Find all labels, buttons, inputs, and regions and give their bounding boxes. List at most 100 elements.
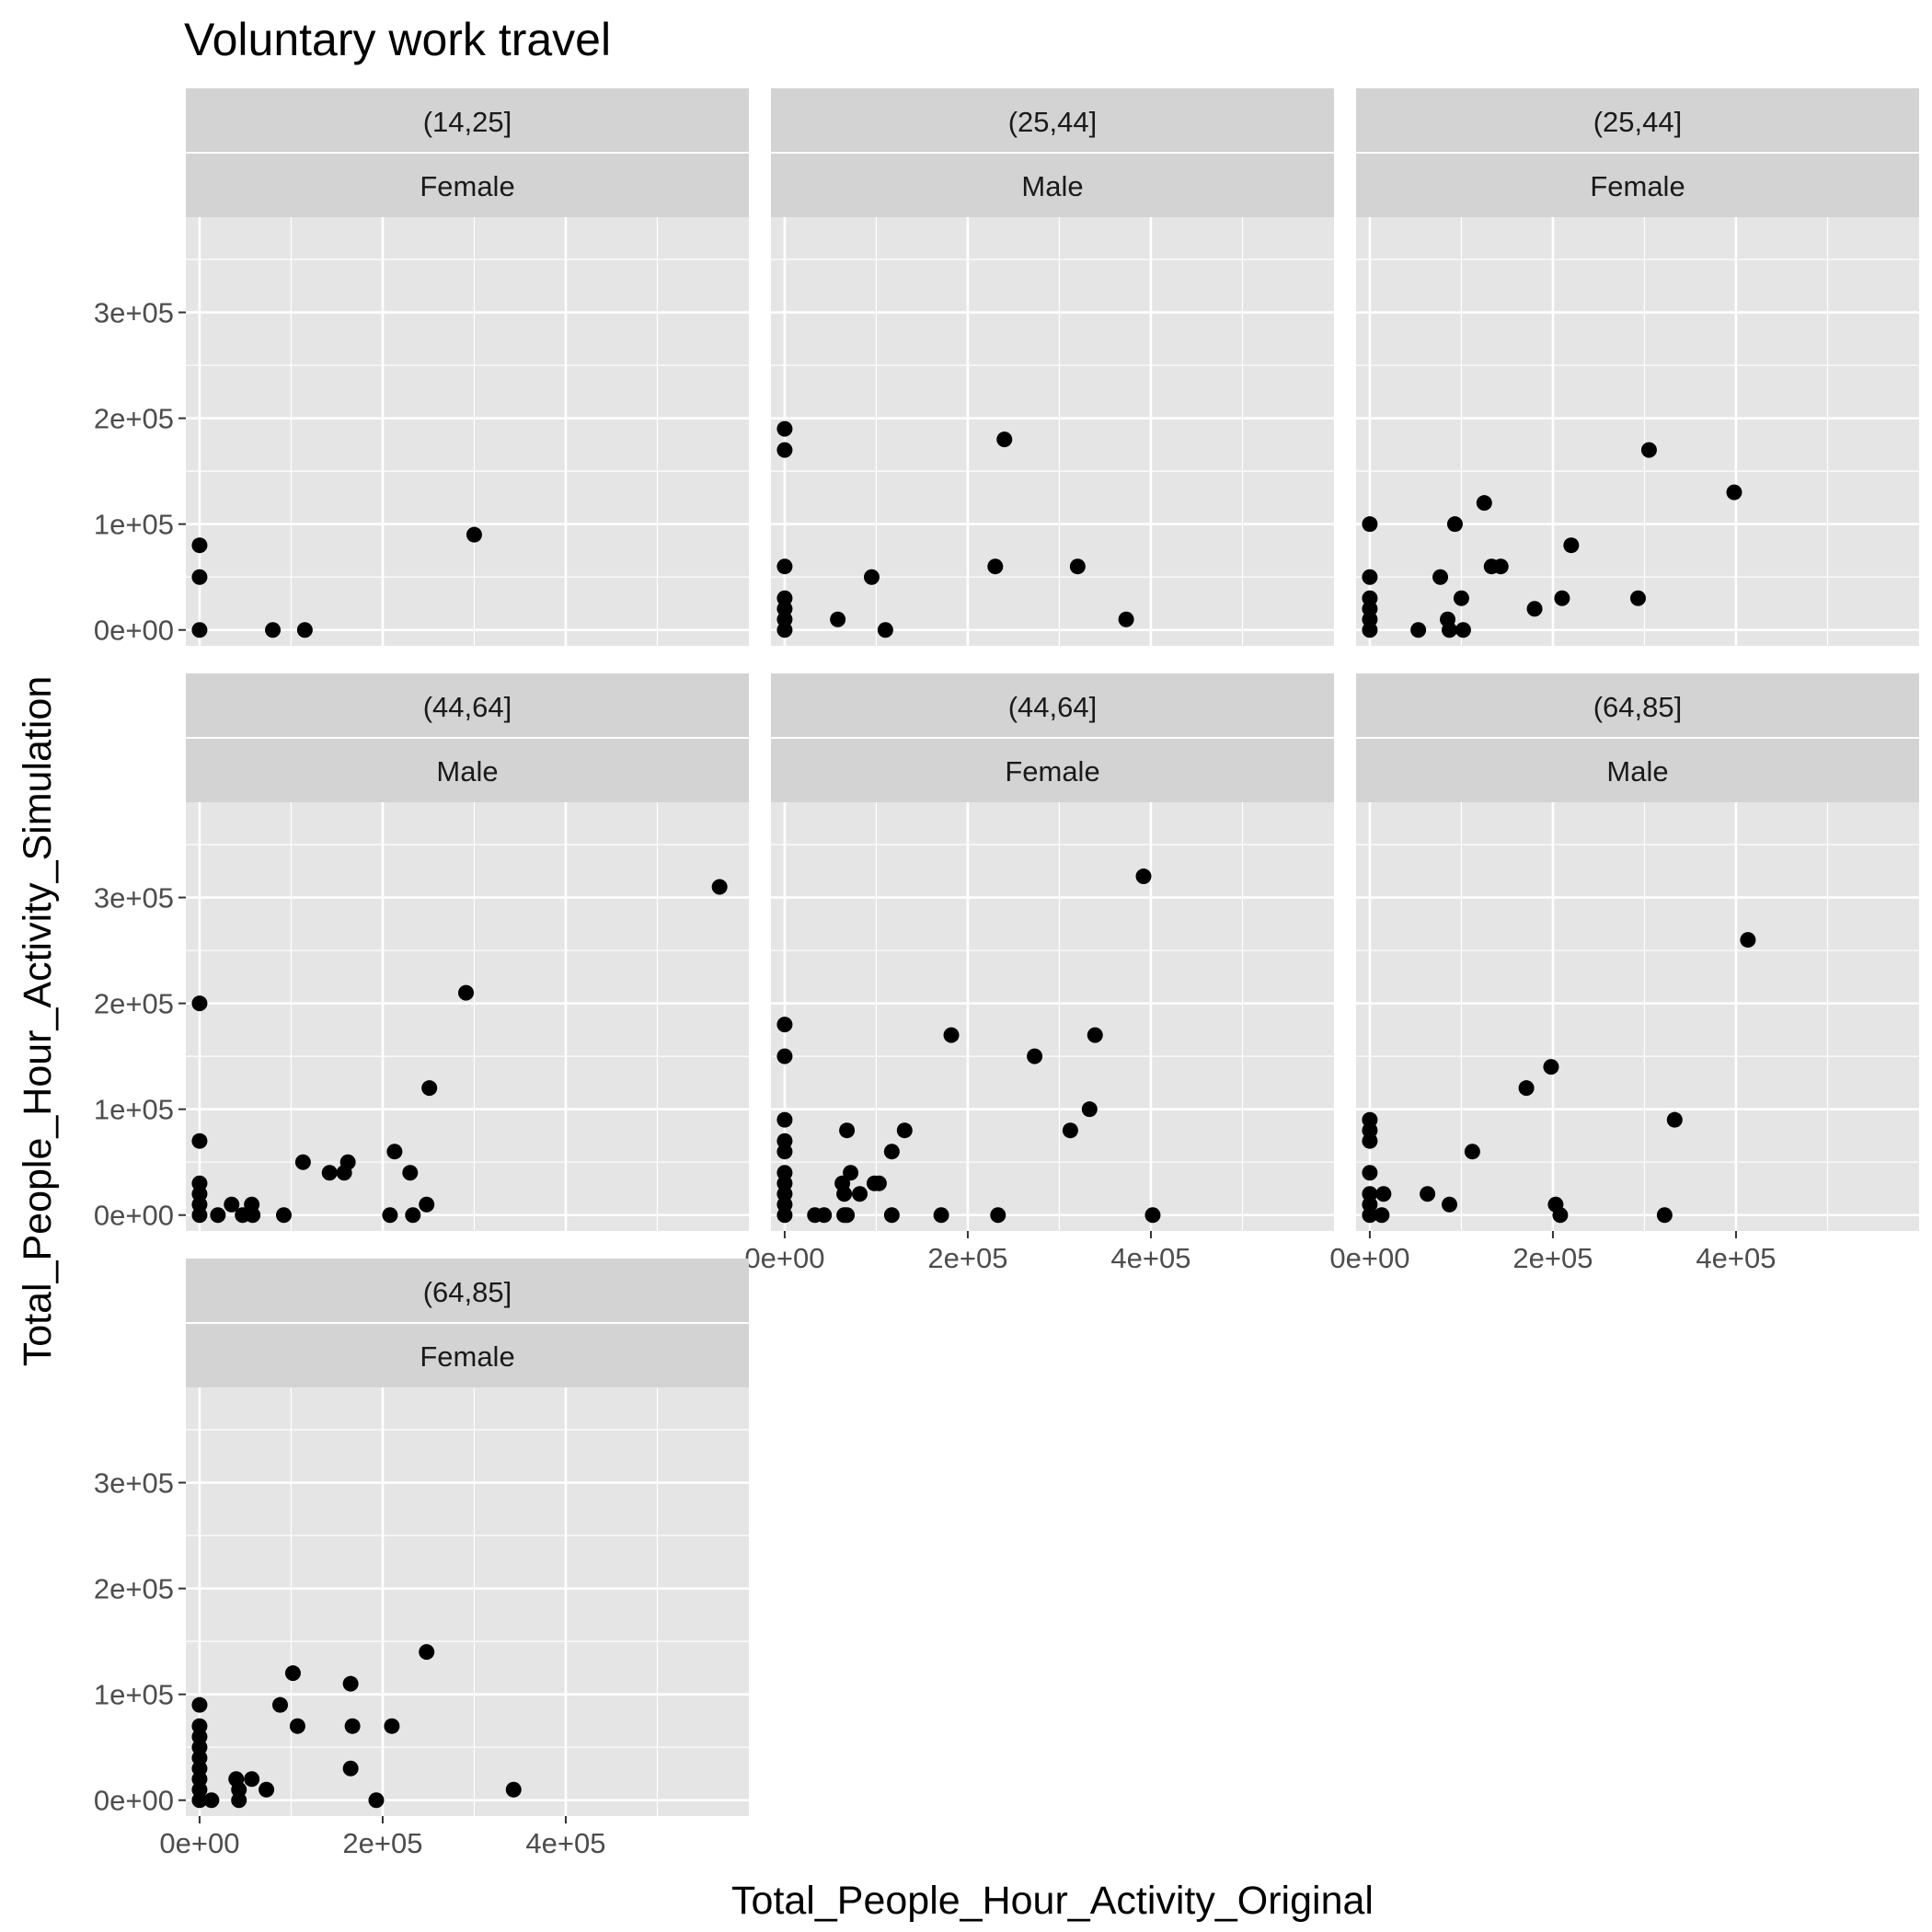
x-tick-label: 2e+05 xyxy=(927,1242,1007,1274)
data-point xyxy=(275,1207,292,1224)
data-point xyxy=(1118,611,1134,627)
data-point xyxy=(203,1792,220,1809)
data-point xyxy=(284,1665,301,1682)
data-point xyxy=(1069,558,1086,575)
data-point xyxy=(996,431,1013,448)
facet-strip-age-label: (64,85] xyxy=(423,1276,512,1308)
facet-strip-sex-label: Female xyxy=(1590,170,1685,202)
data-point xyxy=(1432,569,1449,585)
data-point xyxy=(933,1207,949,1224)
panel-background xyxy=(1356,802,1919,1231)
data-point xyxy=(339,1154,356,1170)
data-point xyxy=(1554,590,1570,606)
y-tick-label: 3e+05 xyxy=(94,882,174,914)
facet-panel: (64,85] Male 0e+00 2e+05 4e+05 xyxy=(1329,673,1919,1274)
data-point xyxy=(1453,590,1469,606)
data-point xyxy=(191,1133,208,1149)
x-axis-title: Total_People_Hour_Activity_Original xyxy=(731,1879,1374,1923)
data-point xyxy=(839,1122,856,1139)
data-point xyxy=(863,569,880,585)
data-point xyxy=(776,1144,793,1160)
data-point xyxy=(1446,516,1463,533)
panel-background xyxy=(771,217,1334,646)
data-point xyxy=(1362,1207,1378,1224)
data-point xyxy=(776,1207,793,1224)
data-point xyxy=(896,1122,913,1139)
facet-panels: (14,25] Female 0e+00 1e+05 2e+05 3e+05 (25,44]… xyxy=(94,88,1919,1859)
data-point xyxy=(505,1781,522,1798)
data-point xyxy=(776,420,793,437)
data-point xyxy=(402,1165,419,1181)
data-point xyxy=(1081,1101,1098,1118)
facet-panel: (64,85] Female 0e+00 1e+05 2e+05 3e+05 0e+00 2e… xyxy=(94,1259,749,1859)
data-point xyxy=(830,611,846,627)
data-point xyxy=(231,1792,247,1809)
data-point xyxy=(271,1696,288,1713)
data-point xyxy=(776,442,793,458)
data-point xyxy=(1666,1111,1683,1128)
data-point xyxy=(776,1048,793,1064)
data-point xyxy=(1362,516,1378,533)
panel-background xyxy=(186,802,749,1231)
data-point xyxy=(342,1760,359,1777)
panel-background xyxy=(186,217,749,646)
x-tick-label: 4e+05 xyxy=(1696,1242,1776,1274)
data-point xyxy=(1476,495,1492,512)
data-point xyxy=(321,1165,338,1181)
data-point xyxy=(836,1186,853,1202)
data-point xyxy=(296,622,313,638)
x-tick-label: 4e+05 xyxy=(1110,1242,1190,1274)
facet-panel: (44,64] Male 0e+00 1e+05 2e+05 3e+05 xyxy=(94,673,749,1232)
data-point xyxy=(421,1080,438,1097)
x-tick-label: 0e+00 xyxy=(744,1242,824,1274)
y-axis-title: Total_People_Hour_Activity_Simulation xyxy=(16,676,60,1367)
y-tick-label: 2e+05 xyxy=(94,403,174,435)
data-point xyxy=(1640,442,1657,458)
y-tick-label: 3e+05 xyxy=(94,297,174,329)
data-point xyxy=(1552,1207,1569,1224)
panel-background xyxy=(186,1387,749,1816)
data-point xyxy=(294,1154,311,1170)
data-point xyxy=(191,1792,208,1809)
facet-panel: (25,44] Female xyxy=(1356,88,1919,646)
data-point xyxy=(711,879,728,895)
data-point xyxy=(1374,1207,1390,1224)
data-point xyxy=(990,1207,1006,1224)
data-point xyxy=(1362,1133,1378,1149)
data-point xyxy=(191,1207,208,1224)
data-point xyxy=(1027,1048,1043,1064)
data-point xyxy=(1563,537,1580,554)
data-point xyxy=(1629,590,1646,606)
data-point xyxy=(1464,1144,1480,1160)
facet-strip-sex-label: Female xyxy=(1005,755,1099,788)
facet-strip-age-label: (25,44] xyxy=(1593,106,1683,138)
data-point xyxy=(776,558,793,575)
facet-panel: (14,25] Female 0e+00 1e+05 2e+05 3e+05 xyxy=(94,88,749,647)
data-point xyxy=(1726,484,1742,500)
data-point xyxy=(870,1175,887,1191)
data-point xyxy=(987,558,1004,575)
data-point xyxy=(776,1111,793,1128)
data-point xyxy=(1543,1059,1559,1075)
panel-background xyxy=(771,802,1334,1231)
x-tick-label: 4e+05 xyxy=(525,1827,605,1859)
data-point xyxy=(1518,1080,1535,1097)
data-point xyxy=(382,1207,398,1224)
facet-strip-age-label: (14,25] xyxy=(423,106,512,138)
data-point xyxy=(883,1144,900,1160)
facet-strip-sex-label: Male xyxy=(1606,755,1668,788)
data-point xyxy=(191,569,208,585)
data-point xyxy=(419,1644,435,1661)
y-tick-label: 0e+00 xyxy=(94,1785,174,1817)
facet-panel: (25,44] Male xyxy=(771,88,1334,646)
y-tick-label: 2e+05 xyxy=(94,1573,174,1605)
data-point xyxy=(1375,1186,1392,1202)
data-point xyxy=(1144,1207,1161,1224)
y-tick-label: 1e+05 xyxy=(94,509,174,541)
data-point xyxy=(289,1718,305,1734)
data-point xyxy=(342,1675,359,1692)
y-tick-label: 3e+05 xyxy=(94,1467,174,1500)
data-point xyxy=(244,1771,260,1788)
data-point xyxy=(224,1196,240,1213)
data-point xyxy=(816,1207,833,1224)
